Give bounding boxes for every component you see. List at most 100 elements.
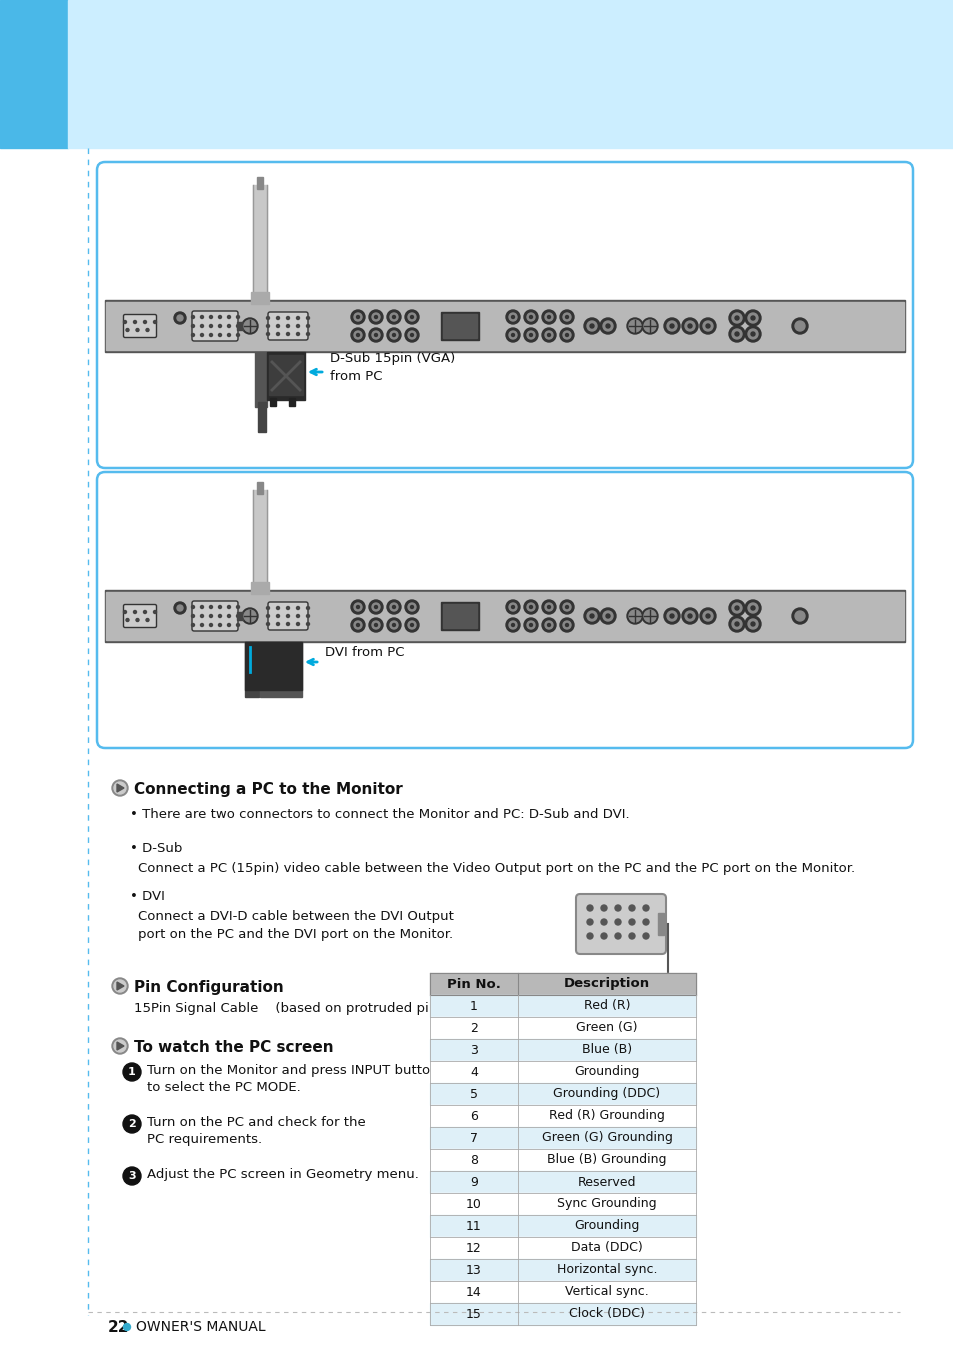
Text: 15: 15 [466,1307,481,1321]
Bar [430,1039,696,1062]
Circle shape [791,608,807,625]
Circle shape [200,325,203,328]
Circle shape [286,325,289,328]
Bar [236,322,243,331]
Circle shape [565,606,568,608]
Circle shape [387,600,400,614]
Circle shape [296,317,299,320]
Circle shape [511,606,514,608]
Circle shape [136,618,139,622]
Circle shape [356,333,359,336]
Circle shape [728,310,744,326]
Circle shape [112,1037,128,1054]
Circle shape [405,600,418,614]
Text: Reserved: Reserved [578,1175,636,1188]
Circle shape [728,326,744,343]
Circle shape [547,333,550,336]
Circle shape [509,313,517,321]
Circle shape [599,318,616,335]
Circle shape [405,618,418,631]
Circle shape [794,321,804,331]
Circle shape [602,321,613,331]
Text: from PC: from PC [330,370,382,383]
Circle shape [218,623,221,626]
Circle shape [529,333,532,336]
Text: To watch the PC screen: To watch the PC screen [133,1040,334,1055]
Text: Turn on the PC and check for the: Turn on the PC and check for the [147,1116,365,1129]
Text: 9: 9 [470,1175,477,1188]
Circle shape [276,615,279,618]
Circle shape [700,318,716,335]
Circle shape [547,606,550,608]
Circle shape [177,316,183,321]
Circle shape [218,606,221,608]
Bar [430,1215,696,1237]
Circle shape [372,331,379,339]
Circle shape [113,782,126,795]
Circle shape [390,603,397,611]
Circle shape [242,318,257,335]
Circle shape [643,610,656,622]
Circle shape [669,324,673,328]
Circle shape [511,623,514,626]
Circle shape [369,600,382,614]
Circle shape [702,611,712,621]
Circle shape [747,313,758,322]
Bar [430,1237,696,1259]
Circle shape [731,313,741,322]
Circle shape [192,615,194,618]
Circle shape [747,619,758,629]
Circle shape [276,325,279,328]
Circle shape [541,618,556,631]
Bar [267,352,305,401]
Circle shape [565,623,568,626]
Circle shape [559,618,574,631]
Circle shape [113,979,126,992]
Circle shape [227,623,231,626]
Circle shape [687,324,691,328]
Circle shape [602,611,613,621]
Text: Connecting a PC to the Monitor: Connecting a PC to the Monitor [133,782,402,797]
Circle shape [734,622,739,626]
Circle shape [628,905,635,911]
Circle shape [236,316,239,318]
Bar [251,581,269,594]
Circle shape [192,325,194,328]
Circle shape [244,320,255,332]
Circle shape [266,622,269,626]
FancyBboxPatch shape [268,312,308,340]
Circle shape [123,321,127,324]
Text: port on the PC and the DVI port on the Monitor.: port on the PC and the DVI port on the M… [138,928,453,942]
Circle shape [354,331,361,339]
Circle shape [200,623,203,626]
Circle shape [605,324,609,328]
Circle shape [276,332,279,336]
Text: Horizontal sync.: Horizontal sync. [557,1264,657,1276]
Text: 6: 6 [470,1109,477,1122]
Circle shape [700,608,716,625]
Text: Grounding: Grounding [574,1066,639,1078]
Text: Connect a DVI-D cable between the DVI Output: Connect a DVI-D cable between the DVI Ou… [138,911,454,923]
Bar [106,592,903,639]
Circle shape [628,919,635,925]
Text: • D-Sub: • D-Sub [130,842,182,855]
FancyBboxPatch shape [192,312,237,341]
Circle shape [392,316,395,318]
Bar [430,1083,696,1105]
Circle shape [236,615,239,618]
Text: OWNER'S MANUAL: OWNER'S MANUAL [136,1321,265,1334]
Circle shape [734,332,739,336]
Text: 10: 10 [466,1198,481,1210]
Text: 1: 1 [128,1067,135,1077]
Circle shape [210,606,213,608]
Bar [430,973,696,996]
Circle shape [511,316,514,318]
Circle shape [173,602,186,614]
Text: 4: 4 [470,1066,477,1078]
Circle shape [750,606,754,610]
Bar [430,1062,696,1083]
Circle shape [236,333,239,336]
Circle shape [747,603,758,612]
Circle shape [663,608,679,625]
Text: 2: 2 [470,1021,477,1035]
